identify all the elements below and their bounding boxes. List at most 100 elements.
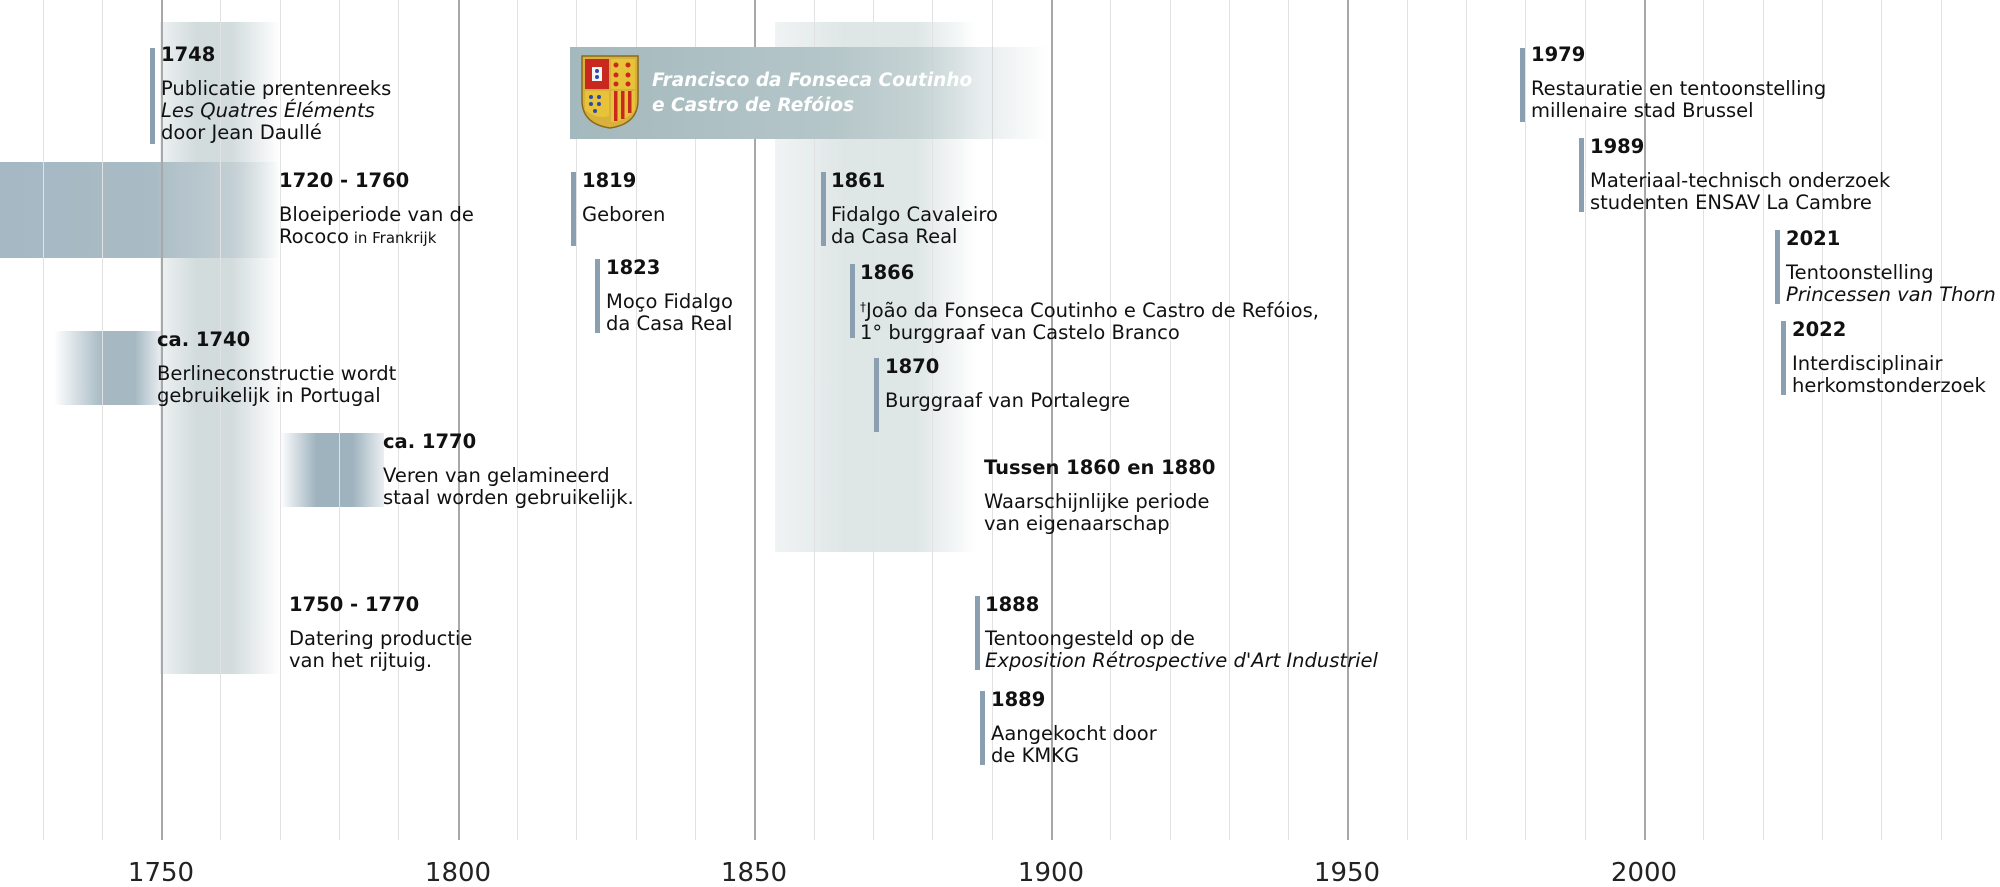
gridline xyxy=(1585,0,1586,840)
owner-banner xyxy=(570,47,1050,139)
event-marker-1861 xyxy=(821,172,826,246)
event-text: Waarschijnlijke periode xyxy=(984,490,1210,513)
gridline xyxy=(932,0,933,840)
gridline xyxy=(1525,0,1526,840)
owner-name: Francisco da Fonseca Coutinho e Castro d… xyxy=(652,68,972,118)
event-year: 1989 xyxy=(1590,135,1645,158)
gridline-1950 xyxy=(1347,0,1349,840)
band-1770 xyxy=(280,433,384,507)
event-text: door Jean Daullé xyxy=(161,121,322,144)
event-text: Interdisciplinair xyxy=(1792,352,1943,375)
tick-label-1850: 1850 xyxy=(720,858,788,887)
event-text: Restauratie en tentoonstelling xyxy=(1531,77,1827,100)
event-marker-1979 xyxy=(1520,48,1525,122)
coat-of-arms-icon xyxy=(581,55,639,129)
event-text: João da Fonseca Coutinho e Castro de Ref… xyxy=(866,299,1319,322)
gridline xyxy=(102,0,103,840)
gridline xyxy=(1288,0,1289,840)
event-text: Fidalgo Cavaleiro xyxy=(831,203,998,226)
event-year: 1750 - 1770 xyxy=(289,593,420,616)
event-year: 1889 xyxy=(991,688,1046,711)
gridline-1850 xyxy=(754,0,756,840)
event-1861: 1861 Fidalgo Cavaleiro da Casa Real xyxy=(831,170,998,248)
gridline xyxy=(576,0,577,840)
gridline xyxy=(339,0,340,840)
event-year: 1748 xyxy=(161,43,216,66)
event-1889: 1889 Aangekocht door de KMKG xyxy=(991,689,1157,767)
event-ca-1740: ca. 1740 Berlineconstructie wordt gebrui… xyxy=(157,329,396,407)
event-text: Datering productie xyxy=(289,627,473,650)
event-year: 1870 xyxy=(885,355,940,378)
event-text: Rococo xyxy=(279,225,349,248)
gridline-2000 xyxy=(1644,0,1646,840)
tick-label-1900: 1900 xyxy=(1017,858,1085,887)
gridline xyxy=(1941,0,1942,840)
event-text: van het rijtuig. xyxy=(289,649,433,672)
event-year: ca. 1770 xyxy=(383,430,477,453)
event-year: 1819 xyxy=(582,169,637,192)
owner-name-line2: e Castro de Refóios xyxy=(652,95,855,116)
event-text: Exposition Rétrospective d'Art Industrie… xyxy=(985,649,1378,672)
event-text: Les Quatres Éléments xyxy=(161,99,375,122)
gridline-1900 xyxy=(1051,0,1053,840)
event-1860-1880: Tussen 1860 en 1880 Waarschijnlijke peri… xyxy=(984,457,1215,535)
event-text: Tentoonstelling xyxy=(1786,261,1934,284)
event-text: van eigenaarschap xyxy=(984,512,1170,535)
gridline-1800 xyxy=(458,0,460,840)
gridline xyxy=(873,0,874,840)
event-text-small: in Frankrijk xyxy=(348,229,437,247)
event-marker-1888 xyxy=(975,596,980,670)
gridline xyxy=(695,0,696,840)
event-text: Geboren xyxy=(582,203,666,226)
band-1720-1760 xyxy=(0,162,282,258)
tick-label-1750: 1750 xyxy=(127,858,195,887)
gridline-1750 xyxy=(161,0,163,840)
event-year: 1861 xyxy=(831,169,886,192)
event-year: 2021 xyxy=(1786,227,1841,250)
event-text: Moço Fidalgo xyxy=(606,290,733,313)
gridline xyxy=(1407,0,1408,840)
gridline xyxy=(1229,0,1230,840)
event-2022: 2022 Interdisciplinair herkomstonderzoek xyxy=(1792,319,1986,397)
tick-label-1950: 1950 xyxy=(1313,858,1381,887)
event-1750-1770: 1750 - 1770 Datering productie van het r… xyxy=(289,594,472,672)
gridline xyxy=(992,0,993,840)
event-1979: 1979 Restauratie en tentoonstelling mill… xyxy=(1531,44,1826,122)
event-marker-2021 xyxy=(1775,230,1780,304)
tick-label-1800: 1800 xyxy=(424,858,492,887)
gridline xyxy=(398,0,399,840)
gridline xyxy=(636,0,637,840)
event-text: millenaire stad Brussel xyxy=(1531,99,1754,122)
event-1819: 1819 Geboren xyxy=(582,170,665,226)
event-text: gebruikelijk in Portugal xyxy=(157,384,381,407)
event-text: Tentoongesteld op de xyxy=(985,627,1195,650)
event-1720-1760: 1720 - 1760 Bloeiperiode van de Rococo i… xyxy=(279,170,474,249)
event-text: da Casa Real xyxy=(606,312,733,335)
gridline xyxy=(43,0,44,840)
gridline xyxy=(220,0,221,840)
event-year: Tussen 1860 en 1880 xyxy=(984,456,1216,479)
event-text: Aangekocht door xyxy=(991,722,1157,745)
event-text: da Casa Real xyxy=(831,225,958,248)
event-text: Veren van gelamineerd xyxy=(383,464,610,487)
event-text: studenten ENSAV La Cambre xyxy=(1590,191,1872,214)
event-1989: 1989 Materiaal-technisch onderzoek stude… xyxy=(1590,136,1890,214)
gridline xyxy=(814,0,815,840)
event-marker-2022 xyxy=(1781,321,1786,395)
event-1823: 1823 Moço Fidalgo da Casa Real xyxy=(606,257,733,335)
tick-label-2000: 2000 xyxy=(1610,858,1678,887)
event-marker-1823 xyxy=(595,259,600,333)
event-year: ca. 1740 xyxy=(157,328,251,351)
event-year: 1888 xyxy=(985,593,1040,616)
event-text: Berlineconstructie wordt xyxy=(157,362,397,385)
event-marker-1748 xyxy=(150,48,155,144)
event-text: Princessen van Thorn xyxy=(1786,283,1996,306)
gridline xyxy=(1170,0,1171,840)
event-1888: 1888 Tentoongesteld op de Exposition Rét… xyxy=(985,594,1378,672)
event-text: de KMKG xyxy=(991,744,1080,767)
event-text: Materiaal-technisch onderzoek xyxy=(1590,169,1891,192)
event-text: herkomstonderzoek xyxy=(1792,374,1986,397)
event-text: 1° burggraaf van Castelo Branco xyxy=(860,321,1180,344)
gridline xyxy=(280,0,281,840)
band-1740 xyxy=(54,331,162,405)
